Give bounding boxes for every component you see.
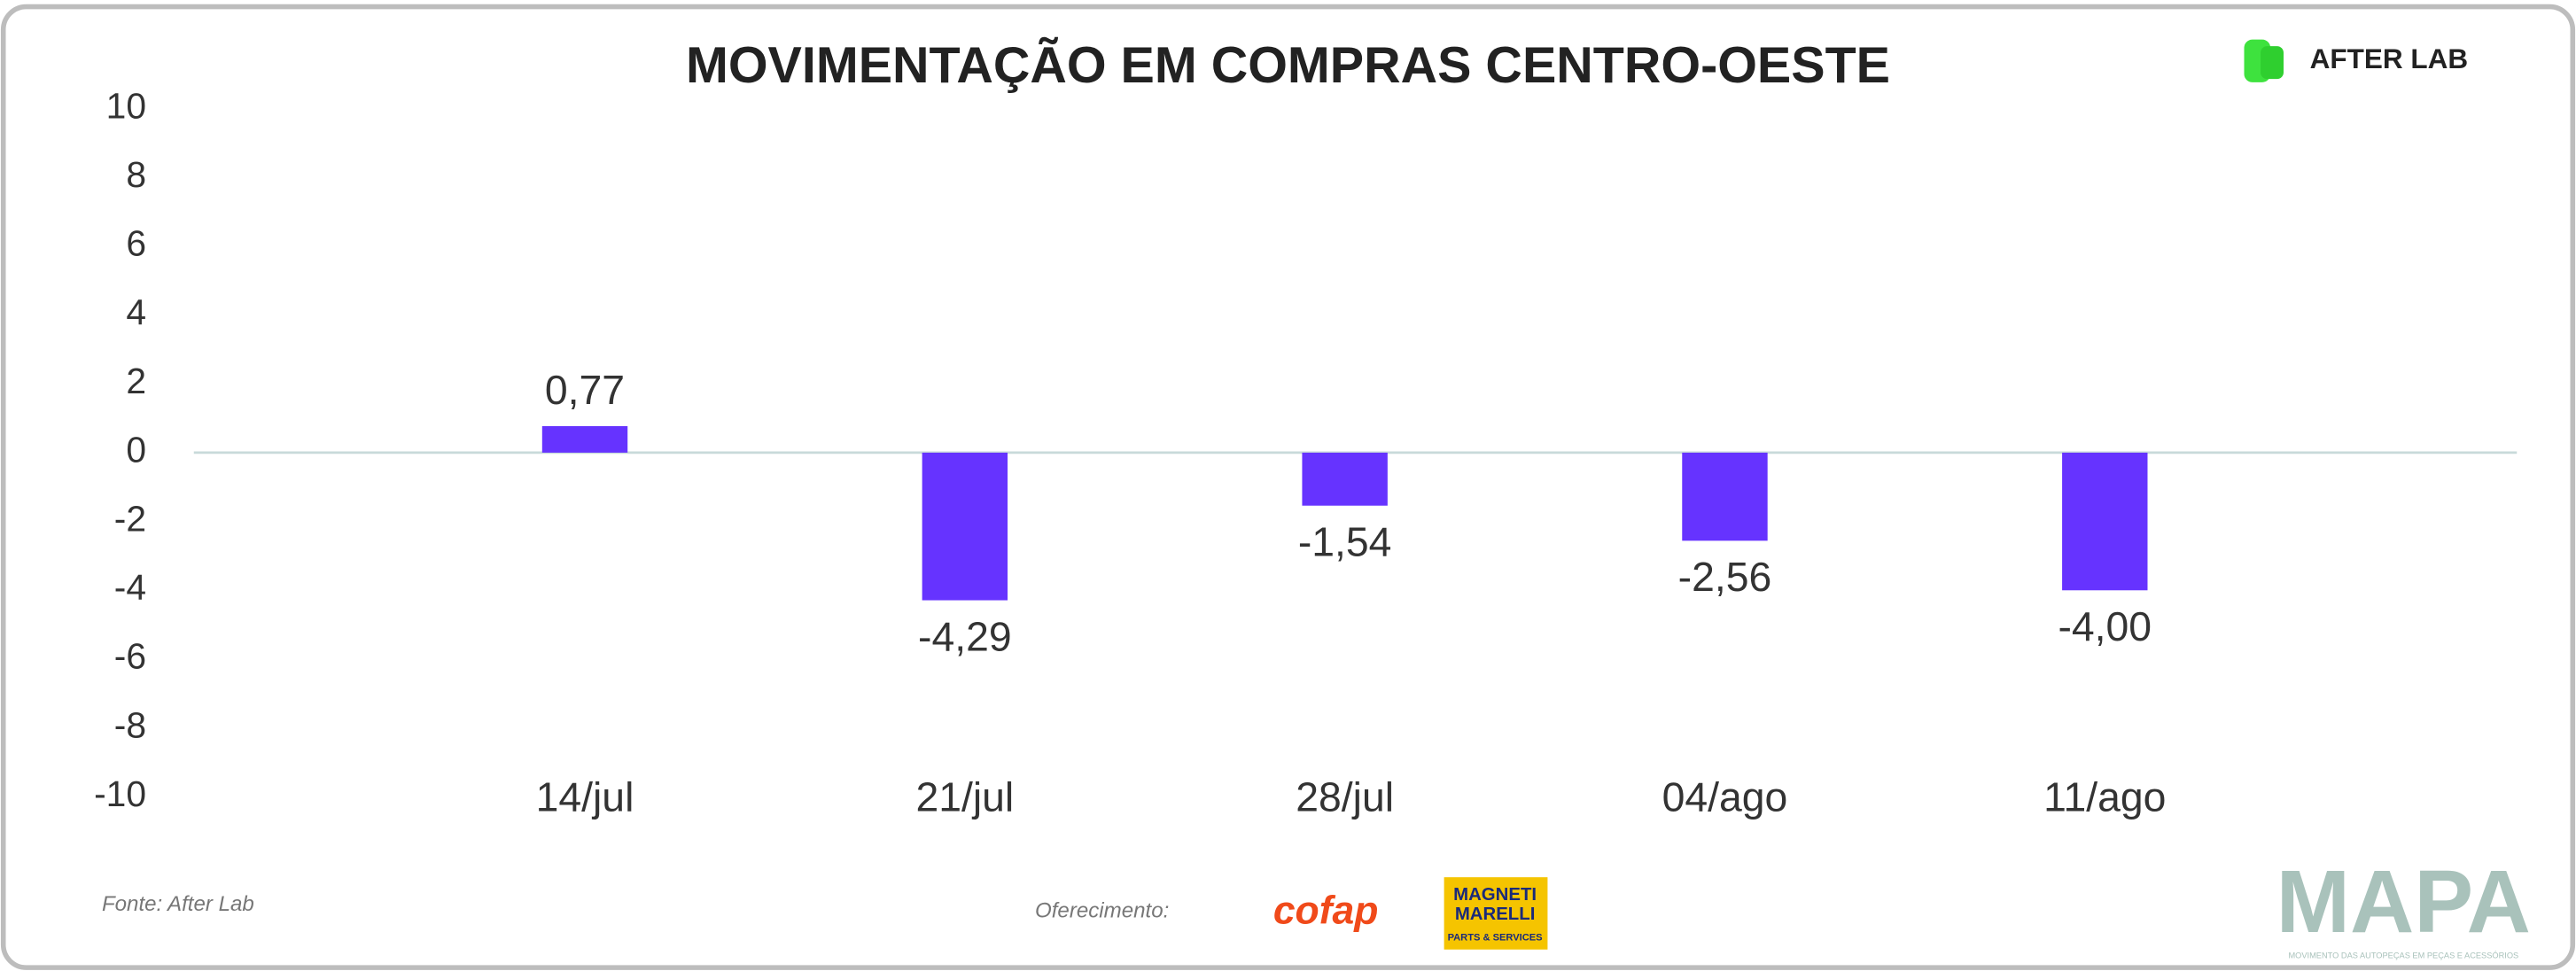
frame — [0, 4, 2576, 970]
logo-icon — [2261, 46, 2284, 80]
bar — [1682, 452, 1768, 541]
x-tick-label: 14/jul — [536, 773, 634, 820]
sponsor-label: Oferecimento: — [1035, 898, 1169, 922]
cofap-logo: cofap — [1273, 889, 1379, 933]
y-tick-label: 0 — [126, 430, 146, 470]
y-tick-label: -2 — [114, 498, 146, 539]
afterlab-logo: AFTER LAB — [2244, 39, 2468, 82]
value-label: -1,54 — [1298, 518, 1392, 564]
bar — [541, 426, 628, 453]
x-tick-label: 11/ago — [2043, 773, 2166, 820]
magneti-sub: PARTS & SERVICES — [1448, 933, 1543, 944]
y-tick-label: 2 — [126, 361, 146, 401]
y-tick-label: -4 — [114, 567, 146, 608]
x-tick-label: 28/jul — [1296, 773, 1394, 820]
magneti-text: MAGNETI — [1453, 885, 1537, 905]
mapa-logo: MAPA — [2276, 852, 2531, 952]
magneti-logo: MAGNETI MARELLI PARTS & SERVICES — [1444, 877, 1548, 950]
y-tick-label: 4 — [126, 291, 146, 332]
y-tick-label: -10 — [94, 773, 146, 814]
value-label: -4,00 — [2058, 603, 2152, 649]
bar — [922, 452, 1008, 601]
bar — [1302, 452, 1388, 506]
y-tick-label: -8 — [114, 704, 146, 745]
logo-text: AFTER LAB — [2310, 43, 2468, 74]
magneti-text: MARELLI — [1455, 905, 1536, 924]
value-label: 0,77 — [545, 367, 625, 413]
x-tick-label: 04/ago — [1662, 773, 1788, 820]
y-tick-label: -6 — [114, 636, 146, 677]
source: Fonte: After Lab — [102, 892, 254, 916]
x-tick-label: 21/jul — [915, 773, 1014, 820]
y-tick-label: 10 — [106, 85, 146, 126]
mapa-tagline: MOVIMENTO DAS AUTOPEÇAS EM PEÇAS E ACESS… — [2288, 952, 2518, 960]
y-tick-label: 8 — [126, 154, 146, 195]
chart-title: MOVIMENTAÇÃO EM COMPRAS CENTRO-OESTE — [686, 37, 1890, 94]
y-tick-label: 6 — [126, 223, 146, 264]
value-label: -4,29 — [918, 613, 1012, 659]
magneti-bg — [1444, 877, 1548, 950]
bar — [2062, 452, 2148, 591]
value-label: -2,56 — [1678, 554, 1772, 600]
